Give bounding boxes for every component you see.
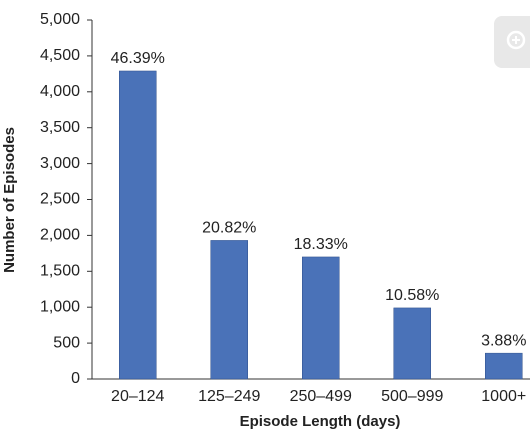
y-tick-label: 5,000 bbox=[40, 11, 80, 28]
bar-percent-label: 10.58% bbox=[385, 287, 439, 304]
y-tick-label: 0 bbox=[71, 370, 80, 387]
x-tick-label: 250–499 bbox=[290, 388, 352, 405]
y-tick-label: 3,500 bbox=[40, 119, 80, 136]
x-tick-label: 500–999 bbox=[381, 388, 443, 405]
bar-percent-label: 20.82% bbox=[202, 220, 256, 237]
bar bbox=[485, 352, 523, 380]
y-tick-label: 3,000 bbox=[40, 155, 80, 172]
y-tick-label: 4,000 bbox=[40, 83, 80, 100]
y-tick-label: 500 bbox=[53, 334, 80, 351]
bar-percent-label: 46.39% bbox=[111, 50, 165, 67]
bar bbox=[119, 70, 157, 380]
x-tick-label: 20–124 bbox=[111, 388, 164, 405]
x-axis-label: Episode Length (days) bbox=[240, 413, 401, 430]
x-tick-label: 1000+ bbox=[481, 388, 526, 405]
bar-percent-label: 18.33% bbox=[294, 236, 348, 253]
x-tick-label: 125–249 bbox=[198, 388, 260, 405]
y-tick-label: 1,000 bbox=[40, 298, 80, 315]
zoom-icon[interactable] bbox=[506, 30, 526, 50]
y-axis-label: Number of Episodes bbox=[1, 127, 18, 273]
bar bbox=[210, 240, 248, 380]
bar bbox=[393, 307, 431, 380]
bar bbox=[302, 256, 340, 380]
y-tick-label: 1,500 bbox=[40, 263, 80, 280]
bar-percent-label: 3.88% bbox=[481, 332, 526, 349]
zoom-button-bg[interactable] bbox=[494, 16, 530, 68]
y-tick-label: 2,500 bbox=[40, 191, 80, 208]
y-tick-label: 2,000 bbox=[40, 227, 80, 244]
y-tick-label: 4,500 bbox=[40, 47, 80, 64]
zoom-button[interactable] bbox=[494, 16, 530, 68]
